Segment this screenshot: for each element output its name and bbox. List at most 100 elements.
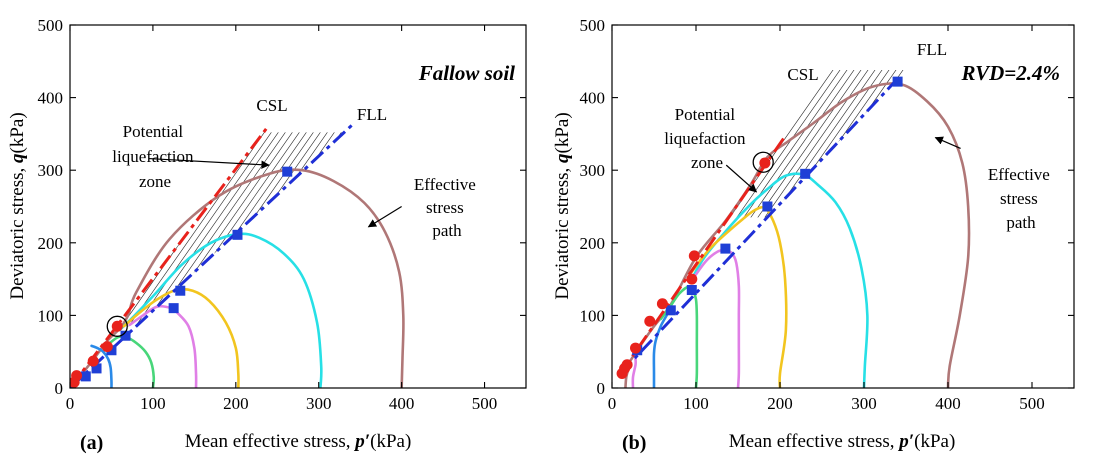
panel-b-hatch-line [0, 0, 406, 400]
panel-a-hatch-line [735, 0, 1107, 400]
panel-a-esp-arrow [367, 205, 402, 228]
panel-b-hatch-line [0, 0, 392, 400]
panel-b-hatch-line [728, 70, 906, 218]
panel-a-esp-label-line2: stress [426, 198, 464, 217]
panel-a-hatch-line [116, 132, 211, 327]
panel-a-hatch-line [116, 132, 345, 327]
panel-b-x-axis-label-unit: (kPa) [914, 431, 955, 452]
panel-b-stress-path-1 [690, 172, 869, 388]
panel-b-hatch-line [776, 70, 906, 218]
panel-a-fll-marker [120, 330, 131, 341]
panel-a-hatch-line [116, 132, 345, 327]
panel-b-hatch-line [762, 70, 906, 218]
panel-a-hatch-line [819, 0, 1107, 400]
panel-b-highlight-circle [752, 151, 774, 173]
panel-a-zone-arrow [148, 157, 270, 169]
panel-b-hatch-line [728, 70, 820, 218]
panel-a-hatch-line [448, 0, 1008, 400]
panel-b-hatch-line [728, 70, 883, 218]
panel-a-fll-marker [168, 303, 179, 314]
panel-b-hatch-line [728, 70, 785, 218]
panel-b-hatch-line [0, 0, 560, 400]
panel-b-hatch-line [0, 0, 336, 400]
panel-a-y-axis-label: Deviatoric stress, q(kPa) [7, 112, 28, 299]
panel-a-hatch-line [875, 0, 1107, 400]
panel-b-hatch-line [14, 0, 574, 400]
panel-a-y-tick-label: 100 [38, 306, 64, 325]
panel-a-hatch-line [420, 0, 980, 400]
panel-a-x-tick-label: 0 [66, 394, 75, 413]
panel-b-fll-marker [686, 284, 697, 295]
panel-a-hatch-line [116, 132, 345, 327]
panel-b-csl-line [619, 136, 786, 375]
panel-b-csl-marker [656, 298, 668, 310]
panel-a-fll-marker [232, 229, 243, 240]
panel-a-hatch-line [116, 132, 345, 327]
panel-a-fll-marker [175, 285, 186, 296]
panel-b-x-tick-label: 0 [608, 394, 617, 413]
panel-a-stress-path-3 [128, 304, 198, 388]
panel-a-hatch-line [116, 132, 345, 327]
panel-b-hatch-line [728, 70, 906, 218]
panel-b-y-axis-label-text: Deviatoric stress, [552, 163, 573, 300]
panel-b-zone-label: Potential liquefaction zone [664, 105, 749, 172]
panel-b-hatch-line [1099, 0, 1107, 400]
panel-a-y-axis-label-symbol: q [7, 153, 28, 163]
panel-a-hatch-line [385, 0, 945, 400]
panel-a-x-axis-label-symbol: p′ [353, 431, 370, 452]
panel-b-stress-path-2 [690, 205, 788, 388]
panel-b-hatch-line [728, 70, 778, 218]
panel-b-x-tick-label: 500 [1019, 394, 1045, 413]
panel-b-hatch-line [126, 0, 686, 400]
panel-a-hatch-line [882, 0, 1107, 400]
panel-a-csl-marker [101, 341, 113, 353]
panel-a-hatch-line [116, 132, 239, 327]
panel-b-y-axis-label-unit: (kPa) [552, 112, 573, 153]
panel-a-hatch-line [1071, 0, 1107, 400]
panel-b-stress-path-6 [631, 357, 638, 388]
panel-b-y-tick-label: 0 [597, 379, 606, 398]
panel-a-hatch-line [237, 132, 345, 327]
panel-a-hatch-line [1099, 0, 1107, 400]
panel-a-hatch-line [756, 0, 1107, 400]
panel-a-fll-marker [106, 345, 117, 356]
panel-a-hatch-line [116, 132, 288, 327]
panel-a-zone-label-line1: Potential [123, 122, 184, 141]
panel-a-hatch-line [258, 132, 345, 327]
panel-a-x-tick-label: 200 [223, 394, 249, 413]
panel-a-hatch-line [0, 0, 7, 400]
panel-b-hatch-line [832, 70, 906, 218]
panel-a-hatch-line [116, 132, 345, 327]
panel-b-hatch-line [734, 70, 906, 218]
panel-b-hatch-line [63, 0, 623, 400]
panel-a-hatch-line [116, 132, 345, 327]
panel-a-hatch-line [116, 132, 345, 327]
panel-b-hatch-line [867, 70, 906, 218]
panel-b-fll-marker [665, 305, 676, 316]
panel-b-hatch-line [728, 70, 906, 218]
panel-b-hatch-line [811, 70, 906, 218]
panel-a-y-tick-label: 400 [38, 89, 64, 108]
panel-a-hatch-line [1057, 0, 1107, 400]
panel-a-hatch-line [116, 132, 302, 327]
panel-b-x-axis-label: Mean effective stress, p′(kPa) [729, 431, 956, 452]
panel-b-stress-path-3 [691, 248, 741, 388]
panel-a-hatch-line [116, 132, 197, 327]
panel-a-y-tick-label: 500 [38, 16, 64, 35]
panel-a-y-axis-label-unit: (kPa) [7, 112, 28, 153]
panel-b-hatch-line [0, 0, 189, 400]
panel-a-hatch-line [116, 132, 345, 327]
panel-b-x-axis-label-text: Mean effective stress, [729, 431, 900, 452]
panel-b-y-tick-label: 300 [580, 161, 606, 180]
panel-b-esp-label-line2: stress [1000, 189, 1038, 208]
panel-b-hatch-line [1050, 0, 1107, 400]
panel-b-hatch-line [0, 0, 364, 400]
panel-b-hatch-line [0, 0, 371, 400]
panel-a-hatch-line [125, 132, 345, 327]
panel-b-hatch-line [0, 0, 210, 400]
panel-b-plot-area: 0 100 200 300 400 500 0 100 200 300 400 500 [0, 0, 1107, 413]
panel-a-hatch-line [777, 0, 1107, 400]
panel-b-hatch-line [0, 0, 343, 400]
panel-a-hatch-line [116, 132, 345, 327]
panel-a-hatch-line [700, 0, 1107, 400]
